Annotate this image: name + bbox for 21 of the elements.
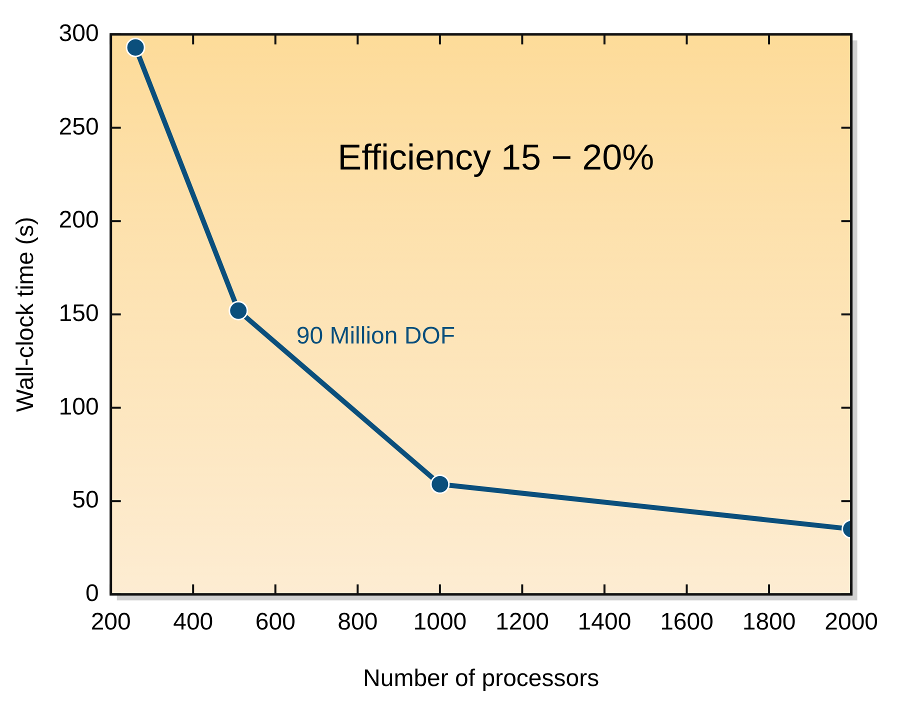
- x-tick-label: 600: [255, 608, 296, 636]
- y-tick-label: 100: [58, 393, 99, 420]
- series-label: 90 Million DOF: [296, 322, 456, 350]
- y-tick-label: 50: [72, 486, 99, 514]
- x-tick-label: 1600: [660, 608, 714, 636]
- y-tick-label: 200: [58, 206, 99, 234]
- x-axis-title: Number of processors: [363, 665, 600, 692]
- y-tick-label: 250: [58, 113, 99, 140]
- x-tick-label: 800: [338, 608, 378, 636]
- x-tick-label: 200: [90, 608, 131, 636]
- x-tick-label: 1800: [742, 608, 796, 636]
- x-tick-label: 1200: [496, 608, 549, 636]
- x-tick-label: 1400: [578, 608, 632, 636]
- y-axis-title: Wall-clock time (s): [12, 216, 40, 412]
- x-tick-label: 1000: [413, 608, 467, 636]
- annotation: Efficiency 15 − 20%: [338, 136, 654, 178]
- x-tick-label: 400: [173, 608, 214, 636]
- y-tick-label: 300: [58, 20, 99, 48]
- y-tick-label: 150: [58, 300, 99, 328]
- y-tick-label: 0: [85, 580, 99, 608]
- x-tick-label: 2000: [824, 608, 878, 636]
